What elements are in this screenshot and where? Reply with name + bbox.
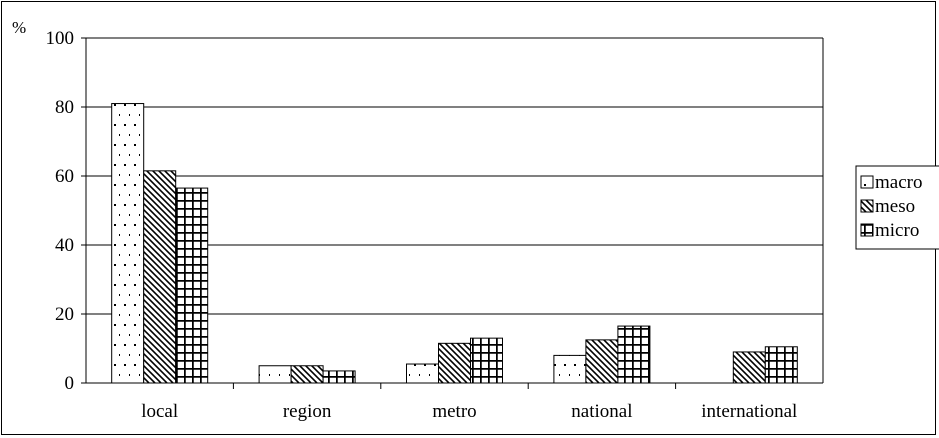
bar-micro-local — [175, 187, 209, 384]
legend-swatch-micro — [860, 223, 874, 237]
bar-micro-metro — [470, 337, 503, 384]
category-label: metro — [432, 401, 476, 422]
legend-swatch-meso — [860, 199, 874, 213]
y-tick-label: 60 — [55, 166, 74, 187]
legend-label-macro: macro — [875, 172, 922, 193]
legend-label-meso: meso — [875, 196, 915, 217]
legend-label-micro: micro — [875, 220, 919, 241]
bar-meso-local — [143, 170, 177, 384]
y-tick-labels: 0 20 40 60 80 100 — [46, 28, 75, 394]
bar-micro-national — [617, 325, 651, 384]
category-label: local — [141, 401, 178, 422]
bar-macro-region — [258, 365, 292, 384]
category-label: international — [701, 401, 797, 422]
y-unit-label: % — [12, 18, 26, 37]
y-tick-label: 40 — [55, 235, 74, 256]
y-tick-label: 80 — [55, 97, 74, 118]
bar-macro-local — [111, 103, 145, 384]
bar-meso-national — [585, 339, 619, 384]
category-label: national — [571, 401, 632, 422]
category-label: region — [283, 401, 332, 422]
bars — [111, 103, 798, 384]
bar-meso-international — [732, 351, 766, 384]
bar-meso-metro — [438, 342, 471, 384]
y-tick-label: 0 — [65, 373, 75, 394]
bar-micro-international — [764, 346, 798, 384]
y-tick-label: 20 — [55, 304, 74, 325]
bar-macro-metro — [406, 363, 439, 384]
axes — [81, 37, 824, 389]
category-labels: local region metro national international — [141, 401, 797, 422]
bar-micro-region — [322, 370, 356, 384]
legend-swatch-macro — [860, 175, 874, 189]
y-tick-label: 100 — [46, 28, 75, 49]
bar-macro-national — [553, 354, 587, 384]
bar-meso-region — [290, 365, 324, 384]
legend: macro meso micro — [855, 165, 939, 250]
